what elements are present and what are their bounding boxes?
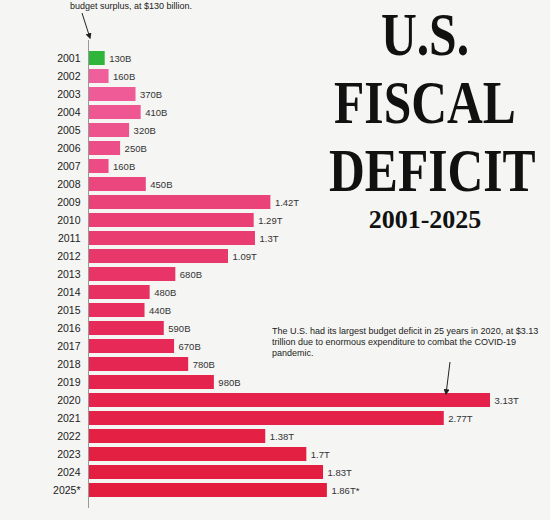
svg-text:1.3T: 1.3T [259, 233, 278, 244]
svg-text:480B: 480B [154, 287, 176, 298]
svg-text:2008: 2008 [57, 178, 81, 190]
svg-text:670B: 670B [179, 341, 201, 352]
svg-text:2016: 2016 [57, 322, 81, 334]
svg-text:3.13T: 3.13T [495, 395, 519, 406]
html-text:DEFICIT: DEFICIT [329, 136, 536, 204]
html-text:budget surplus, at $130 billio: budget surplus, at $130 billion. [70, 1, 193, 11]
svg-text:2017: 2017 [57, 340, 81, 352]
svg-text:370B: 370B [140, 89, 162, 100]
svg-text:2022: 2022 [57, 430, 81, 442]
svg-text:680B: 680B [180, 269, 202, 280]
svg-text:320B: 320B [134, 125, 156, 136]
svg-text:2007: 2007 [57, 160, 81, 172]
svg-text:2021: 2021 [57, 412, 81, 424]
html-text:FISCAL: FISCAL [334, 68, 516, 136]
html-text:The U.S. had its largest budge: The U.S. had its largest budget deficit … [272, 326, 539, 358]
svg-text:1.86T*: 1.86T* [331, 485, 359, 496]
svg-text:980B: 980B [218, 377, 240, 388]
html-text:2001-2025: 2001-2025 [368, 205, 482, 234]
svg-text:2002: 2002 [57, 70, 81, 82]
svg-text:440B: 440B [149, 305, 171, 316]
svg-text:250B: 250B [125, 143, 147, 154]
svg-text:1.09T: 1.09T [232, 251, 256, 262]
svg-text:2025*: 2025* [53, 484, 80, 496]
svg-text:2009: 2009 [57, 196, 81, 208]
svg-text:2024: 2024 [57, 466, 81, 478]
svg-text:1.7T: 1.7T [311, 449, 330, 460]
svg-text:2010: 2010 [57, 214, 81, 226]
svg-text:410B: 410B [145, 107, 167, 118]
svg-text:2.77T: 2.77T [448, 413, 472, 424]
svg-text:160B: 160B [113, 71, 135, 82]
svg-text:2014: 2014 [57, 286, 81, 298]
svg-text:2001: 2001 [57, 52, 81, 64]
svg-text:2003: 2003 [57, 88, 81, 100]
svg-text:2006: 2006 [57, 142, 81, 154]
svg-text:130B: 130B [109, 53, 131, 64]
svg-text:2013: 2013 [57, 268, 81, 280]
svg-text:780B: 780B [193, 359, 215, 370]
svg-text:450B: 450B [150, 179, 172, 190]
svg-text:1.38T: 1.38T [270, 431, 294, 442]
svg-text:2015: 2015 [57, 304, 81, 316]
svg-text:2018: 2018 [57, 358, 81, 370]
svg-text:590B: 590B [168, 323, 190, 334]
svg-text:160B: 160B [113, 161, 135, 172]
svg-text:2023: 2023 [57, 448, 81, 460]
svg-text:1.42T: 1.42T [275, 197, 299, 208]
svg-text:2011: 2011 [58, 232, 81, 244]
svg-text:2020: 2020 [57, 394, 81, 406]
svg-text:1.83T: 1.83T [328, 467, 352, 478]
svg-text:2004: 2004 [57, 106, 81, 118]
svg-text:1.29T: 1.29T [258, 215, 282, 226]
svg-text:2005: 2005 [57, 124, 81, 136]
svg-text:2012: 2012 [57, 250, 81, 262]
svg-text:2019: 2019 [57, 376, 81, 388]
html-text:U.S.: U.S. [380, 0, 470, 68]
